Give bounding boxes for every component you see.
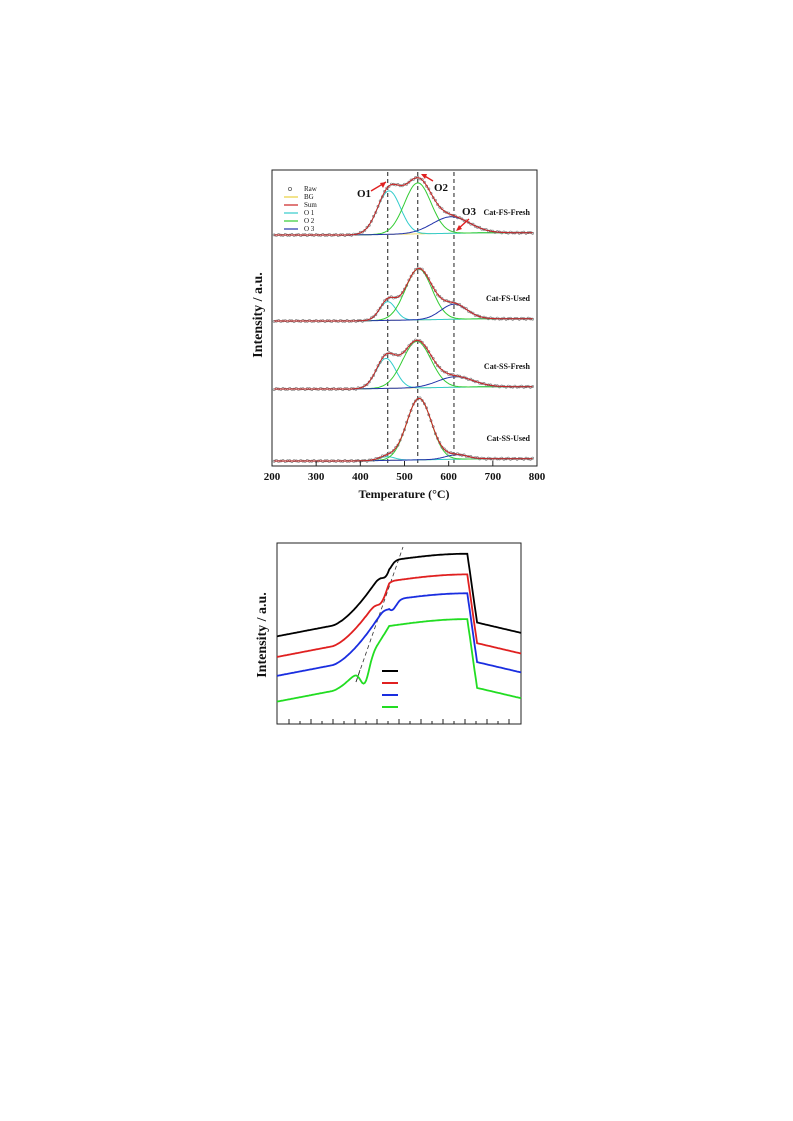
annotation-o1: O1 [357, 188, 371, 200]
legend-label-bg: BG [304, 193, 314, 201]
plot-area: 200 300 400 500 600 700 800 [264, 169, 546, 483]
cat-fs-fresh-raw-point [506, 231, 510, 235]
x-tick-label-500: 500 [396, 471, 413, 483]
series-label-cat-fs-used: Cat-FS-Used [486, 294, 531, 303]
cat-ss-fresh-raw-point [520, 384, 523, 388]
x-axis-label: Temperature (°C) [358, 487, 449, 501]
series-label-cat-fs-fresh: Cat-FS-Fresh [483, 208, 530, 217]
x-tick-label-700: 700 [485, 471, 502, 483]
cat-fs-used-raw-point [502, 316, 506, 320]
series-cat-ss-fresh [272, 338, 535, 392]
plot-frame [276, 542, 522, 725]
y-axis-label: Intensity / a.u. [251, 272, 266, 358]
x-tick-label-300: 300 [308, 471, 325, 483]
cat-fs-used-sum-line [274, 267, 533, 322]
legend-label-sum: Sum [304, 201, 317, 209]
series-label-cat-ss-used: Cat-SS-Used [486, 434, 530, 443]
series-line-1 [276, 552, 522, 638]
cat-ss-used-sum-line [274, 397, 533, 462]
guide-dashed-line [355, 546, 404, 683]
cat-ss-used-raw-point [445, 449, 448, 453]
cat-fs-used-raw-point [389, 295, 393, 299]
series-line-4 [276, 618, 522, 703]
x-tick-label-800: 800 [529, 471, 546, 483]
series-cat-fs-fresh [272, 175, 535, 238]
cat-fs-fresh-raw-point [407, 180, 411, 184]
series-line-2 [276, 573, 522, 658]
cat-ss-fresh-raw-point [433, 361, 437, 364]
cat-ss-used-raw-point [420, 399, 424, 402]
second-intensity-chart: Intensity / a.u. [255, 542, 522, 725]
annotation-arrowhead-o3 [456, 225, 462, 231]
legend: Raw BG Sum O 1 O 2 O 3 [284, 185, 318, 233]
x-tick-label-600: 600 [440, 471, 457, 483]
cat-ss-fresh-sum-line [274, 339, 533, 390]
legend-label-o2: O 2 [304, 217, 315, 225]
cat-fs-fresh-raw-point [438, 205, 442, 209]
annotation-o3: O3 [462, 206, 477, 218]
cat-fs-used-raw-point [425, 274, 429, 277]
cat-ss-used-raw-point [392, 449, 395, 452]
cat-fs-used-raw-point [431, 285, 435, 289]
series-cat-fs-used [272, 267, 535, 324]
cat-fs-fresh-raw-point [422, 180, 426, 184]
cat-ss-fresh-raw-point [405, 347, 409, 351]
cat-ss-fresh-raw-point [513, 384, 517, 388]
cat-fs-used-raw-point [400, 291, 404, 294]
peak-annotations: O1 O2 O3 [357, 174, 477, 231]
annotation-o2: O2 [434, 182, 449, 194]
legend-marker-raw [288, 186, 293, 191]
series-label-cat-ss-fresh: Cat-SS-Fresh [484, 362, 531, 371]
legend-label-raw: Raw [304, 185, 318, 193]
cat-ss-fresh-raw-point [403, 350, 406, 354]
x-tick-label-200: 200 [264, 471, 281, 483]
cat-ss-used-raw-point [414, 399, 417, 403]
legend-label-o3: O 3 [304, 225, 315, 233]
annotation-arrowhead-o1 [380, 182, 386, 188]
series-cat-ss-used [272, 396, 535, 464]
cat-fs-used-raw-point [372, 315, 376, 319]
cat-fs-fresh-sum-line [274, 177, 533, 236]
series-line-3 [276, 592, 522, 677]
y-axis-label: Intensity / a.u. [255, 592, 270, 678]
cat-fs-used-raw-point [495, 316, 499, 320]
x-tick-label-400: 400 [352, 471, 369, 483]
annotation-arrowhead-o2 [421, 174, 427, 179]
legend-label-o1: O 1 [304, 209, 315, 217]
cat-fs-used-raw-point [438, 295, 442, 298]
tpd-deconvolution-chart: 200 300 400 500 600 700 800 Raw BG Sum O 1 O 2… [251, 169, 546, 501]
cat-ss-used-raw-point [515, 457, 519, 461]
cat-ss-used-raw-point [522, 457, 526, 461]
